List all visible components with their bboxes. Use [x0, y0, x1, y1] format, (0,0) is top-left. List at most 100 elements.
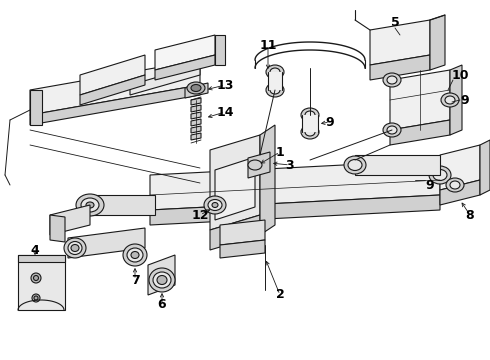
Ellipse shape [212, 202, 218, 207]
Ellipse shape [71, 244, 79, 252]
Polygon shape [148, 255, 175, 295]
Ellipse shape [34, 296, 38, 300]
Polygon shape [130, 65, 200, 95]
Ellipse shape [301, 108, 319, 122]
Polygon shape [440, 180, 480, 205]
Text: 9: 9 [326, 116, 334, 129]
Ellipse shape [86, 202, 94, 208]
Text: 8: 8 [466, 208, 474, 221]
Polygon shape [370, 55, 430, 80]
Ellipse shape [429, 166, 451, 184]
Ellipse shape [131, 252, 139, 258]
Ellipse shape [208, 199, 222, 211]
Polygon shape [390, 70, 450, 130]
Polygon shape [430, 15, 445, 70]
Polygon shape [150, 160, 440, 210]
Polygon shape [80, 55, 145, 95]
Ellipse shape [301, 125, 319, 139]
Ellipse shape [344, 156, 366, 174]
Polygon shape [210, 135, 260, 230]
Ellipse shape [266, 83, 284, 97]
Polygon shape [440, 145, 480, 190]
Ellipse shape [157, 275, 167, 284]
Ellipse shape [191, 85, 201, 91]
Polygon shape [210, 215, 260, 250]
Ellipse shape [81, 198, 99, 212]
Polygon shape [18, 255, 65, 262]
Ellipse shape [204, 196, 226, 214]
Text: 12: 12 [191, 208, 209, 221]
Ellipse shape [64, 238, 86, 258]
Polygon shape [30, 90, 42, 125]
Polygon shape [191, 126, 201, 133]
Text: 2: 2 [275, 288, 284, 302]
Ellipse shape [433, 170, 447, 180]
Polygon shape [390, 120, 450, 145]
Ellipse shape [32, 294, 40, 302]
Polygon shape [90, 195, 155, 215]
Text: 3: 3 [286, 158, 294, 171]
Ellipse shape [123, 244, 147, 266]
Ellipse shape [387, 126, 397, 134]
Ellipse shape [446, 178, 464, 192]
Ellipse shape [149, 268, 175, 292]
Polygon shape [302, 115, 318, 132]
Ellipse shape [266, 65, 284, 79]
Ellipse shape [68, 242, 82, 255]
Ellipse shape [31, 273, 41, 283]
Polygon shape [220, 240, 265, 258]
Ellipse shape [348, 159, 362, 171]
Text: 4: 4 [31, 243, 39, 256]
Ellipse shape [305, 128, 315, 136]
Ellipse shape [33, 275, 39, 280]
Ellipse shape [187, 82, 205, 94]
Polygon shape [155, 35, 215, 70]
Polygon shape [68, 228, 145, 258]
Polygon shape [155, 55, 215, 80]
Ellipse shape [127, 248, 143, 262]
Polygon shape [191, 133, 201, 140]
Text: 10: 10 [451, 68, 469, 81]
Ellipse shape [305, 111, 315, 119]
Polygon shape [220, 220, 265, 245]
Ellipse shape [450, 181, 460, 189]
Polygon shape [370, 20, 430, 65]
Polygon shape [30, 60, 200, 115]
Ellipse shape [270, 68, 280, 76]
Polygon shape [80, 75, 145, 105]
Text: 5: 5 [391, 15, 399, 28]
Polygon shape [191, 119, 201, 126]
Ellipse shape [270, 86, 280, 94]
Polygon shape [215, 35, 225, 65]
Text: 9: 9 [426, 179, 434, 192]
Polygon shape [248, 152, 270, 178]
Ellipse shape [248, 160, 262, 170]
Polygon shape [185, 83, 208, 98]
Polygon shape [260, 125, 275, 235]
Polygon shape [30, 85, 200, 125]
Ellipse shape [383, 73, 401, 87]
Ellipse shape [441, 93, 459, 107]
Polygon shape [50, 205, 90, 235]
Text: 13: 13 [216, 78, 234, 91]
Ellipse shape [76, 194, 104, 216]
Polygon shape [480, 140, 490, 195]
Polygon shape [268, 72, 282, 90]
Text: 14: 14 [216, 105, 234, 118]
Polygon shape [50, 215, 65, 242]
Polygon shape [191, 112, 201, 119]
Text: 11: 11 [259, 39, 277, 51]
Ellipse shape [383, 123, 401, 137]
Polygon shape [18, 255, 65, 310]
Ellipse shape [387, 76, 397, 84]
Polygon shape [191, 98, 201, 105]
Polygon shape [355, 155, 440, 175]
Text: 6: 6 [158, 298, 166, 311]
Ellipse shape [153, 272, 171, 288]
Ellipse shape [445, 96, 455, 104]
Text: 1: 1 [275, 145, 284, 158]
Text: 7: 7 [131, 274, 139, 287]
Polygon shape [450, 65, 462, 135]
Polygon shape [150, 195, 440, 225]
Polygon shape [191, 105, 201, 112]
